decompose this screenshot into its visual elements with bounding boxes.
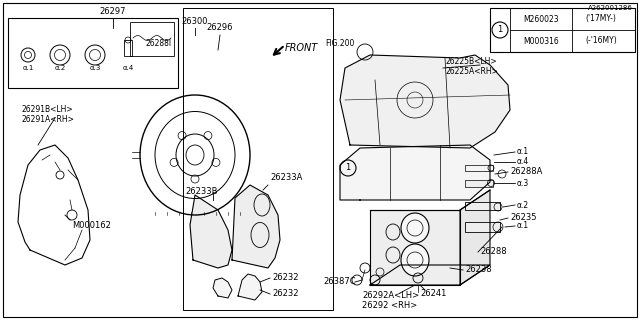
Text: 26288A: 26288A	[510, 167, 542, 177]
Text: 26300: 26300	[182, 18, 208, 27]
Polygon shape	[340, 145, 490, 200]
Bar	[465, 180, 493, 187]
Text: 26235: 26235	[510, 213, 536, 222]
Bar	[130, 22, 174, 56]
Polygon shape	[340, 55, 510, 148]
Text: FRONT: FRONT	[285, 43, 318, 53]
Text: 26232: 26232	[272, 274, 298, 283]
Polygon shape	[370, 210, 460, 285]
Bar	[124, 40, 132, 56]
Text: 26292 <RH>: 26292 <RH>	[362, 300, 417, 309]
Bar	[465, 222, 500, 232]
Text: 26292A<LH>: 26292A<LH>	[362, 292, 419, 300]
Text: α.2: α.2	[517, 201, 529, 210]
Text: 26288I: 26288I	[145, 39, 171, 49]
Polygon shape	[460, 190, 490, 285]
Polygon shape	[238, 274, 262, 300]
Polygon shape	[213, 278, 232, 298]
Text: M000162: M000162	[72, 220, 111, 229]
Bar	[465, 202, 500, 210]
Text: 26225A<RH>: 26225A<RH>	[445, 68, 498, 76]
Text: 26238: 26238	[465, 266, 492, 275]
Text: 26297: 26297	[100, 7, 126, 17]
Text: A262001286: A262001286	[588, 5, 633, 11]
Text: 26291A<RH>: 26291A<RH>	[22, 116, 75, 124]
Text: 26241: 26241	[420, 290, 446, 299]
Text: M000316: M000316	[523, 36, 559, 45]
Text: (-'16MY): (-'16MY)	[585, 36, 617, 45]
Bar	[183, 8, 333, 310]
Text: 26291B<LH>: 26291B<LH>	[22, 106, 74, 115]
Text: 26233A: 26233A	[270, 173, 302, 182]
Text: α.1: α.1	[517, 221, 529, 230]
Text: α.1: α.1	[22, 65, 34, 71]
Text: α.2: α.2	[54, 65, 66, 71]
Text: FIG.200: FIG.200	[325, 39, 355, 49]
Text: ('17MY-): ('17MY-)	[586, 14, 616, 23]
Text: 1: 1	[497, 26, 502, 35]
Text: α.1: α.1	[517, 148, 529, 156]
Bar	[465, 165, 493, 171]
Bar	[8, 18, 178, 88]
Ellipse shape	[401, 244, 429, 276]
Text: α.4: α.4	[122, 65, 134, 71]
Text: α.3: α.3	[517, 179, 529, 188]
Text: 26296: 26296	[207, 23, 233, 33]
Text: 26233B: 26233B	[185, 188, 218, 196]
Text: α.4: α.4	[517, 157, 529, 166]
Text: 26288: 26288	[480, 247, 507, 257]
Polygon shape	[232, 185, 280, 268]
Text: 26225B<LH>: 26225B<LH>	[445, 58, 497, 67]
Polygon shape	[370, 265, 490, 285]
Text: M260023: M260023	[523, 14, 559, 23]
Text: α.3: α.3	[90, 65, 100, 71]
Text: 26387C: 26387C	[323, 277, 356, 286]
Ellipse shape	[401, 213, 429, 243]
Bar	[490, 8, 635, 52]
Polygon shape	[190, 195, 232, 268]
Text: 1: 1	[346, 164, 351, 172]
Text: 26232: 26232	[272, 290, 298, 299]
